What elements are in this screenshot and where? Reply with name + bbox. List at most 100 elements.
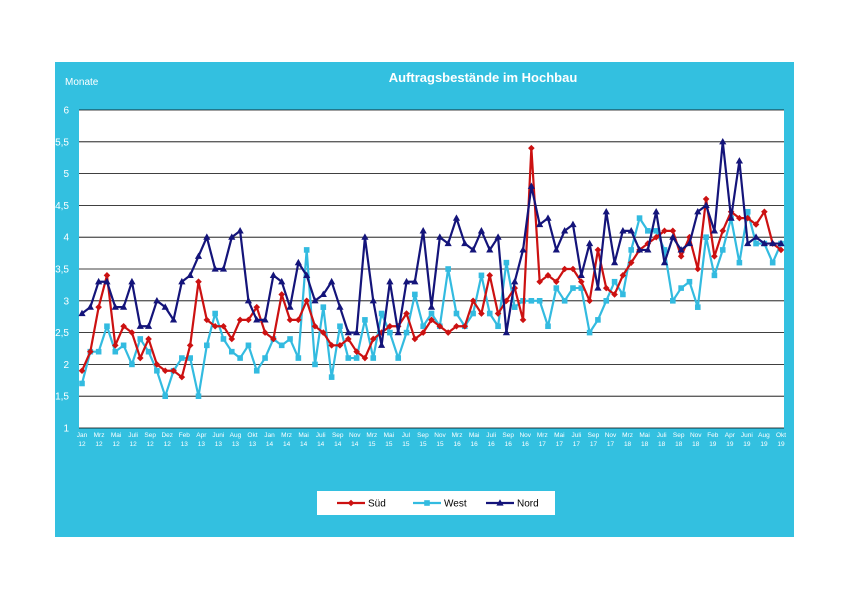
x-tick-year: 16 xyxy=(471,441,479,448)
data-point xyxy=(377,341,386,348)
data-point xyxy=(635,246,644,253)
data-point xyxy=(569,265,577,273)
data-point xyxy=(428,310,435,317)
data-point xyxy=(445,266,451,272)
x-tick-month: Sep xyxy=(144,432,156,439)
data-point xyxy=(212,310,218,317)
data-point xyxy=(603,298,610,304)
data-point xyxy=(428,316,435,324)
x-tick-month: Mai xyxy=(384,432,394,439)
data-point xyxy=(711,252,718,260)
data-point xyxy=(652,233,660,241)
data-point xyxy=(328,342,335,349)
x-tick-year: 13 xyxy=(198,441,206,448)
data-point xyxy=(627,227,635,234)
x-tick-month: Okt xyxy=(776,432,786,439)
data-point xyxy=(644,246,652,253)
x-tick-year: 14 xyxy=(317,441,325,448)
x-tick-month: Mrz xyxy=(452,432,463,439)
data-point xyxy=(736,214,743,222)
data-point xyxy=(278,291,286,298)
data-point xyxy=(661,247,668,253)
x-tick-month: Mrz xyxy=(366,432,377,439)
y-tick-label: 3 xyxy=(63,296,69,307)
data-point xyxy=(186,342,194,349)
data-point xyxy=(303,297,310,305)
data-point xyxy=(611,291,618,298)
x-tick-month: Aug xyxy=(230,432,242,439)
x-tick-month: Sep xyxy=(417,432,429,439)
data-point xyxy=(95,277,103,285)
data-point xyxy=(586,297,593,305)
y-tick-label: 2,5 xyxy=(55,328,69,339)
data-point xyxy=(403,329,410,336)
data-point xyxy=(137,336,144,342)
data-point xyxy=(719,227,727,235)
data-point xyxy=(552,246,560,253)
data-point xyxy=(519,316,527,324)
data-point xyxy=(278,342,285,349)
x-tick-year: 16 xyxy=(522,441,530,448)
data-point xyxy=(777,239,785,247)
data-point xyxy=(611,278,618,285)
x-tick-month: Juni xyxy=(212,432,224,439)
data-point xyxy=(362,317,368,323)
y-tick-label: 4,5 xyxy=(55,201,69,212)
data-point xyxy=(120,303,128,310)
data-point xyxy=(719,247,726,253)
data-point xyxy=(536,298,543,304)
x-tick-month: Juli xyxy=(572,432,582,439)
data-point xyxy=(769,239,777,247)
data-point xyxy=(112,348,119,355)
data-point xyxy=(86,303,94,310)
data-point xyxy=(561,265,568,273)
data-point xyxy=(478,310,485,317)
data-point xyxy=(245,342,252,349)
chart-frame: Monate Auftragsbestände im Hochbau 1 1,5 2… xyxy=(55,62,794,537)
x-tick-year: 17 xyxy=(590,441,598,448)
data-point xyxy=(120,342,127,349)
data-point xyxy=(370,355,377,361)
data-point xyxy=(236,316,244,324)
data-point xyxy=(294,258,302,266)
data-point xyxy=(103,277,111,285)
data-point xyxy=(536,278,543,286)
x-tick-year: 19 xyxy=(760,441,768,448)
x-tick-year: 19 xyxy=(777,441,785,448)
data-point xyxy=(528,298,535,304)
data-point xyxy=(311,322,319,330)
x-tick-month: Juli xyxy=(486,432,496,439)
x-tick-month: Dez xyxy=(161,432,173,439)
data-point xyxy=(452,214,461,221)
data-point xyxy=(527,182,535,189)
data-point xyxy=(694,265,702,273)
y-tick-label: 1,5 xyxy=(55,392,69,403)
data-point xyxy=(511,304,518,310)
data-point xyxy=(736,259,743,266)
data-point xyxy=(677,246,685,253)
x-tick-year: 12 xyxy=(164,441,172,448)
data-point xyxy=(361,354,369,362)
data-point xyxy=(336,342,344,349)
x-tick-month: Sep xyxy=(502,432,514,439)
data-point xyxy=(336,303,344,310)
data-point xyxy=(494,310,502,317)
x-tick-year: 13 xyxy=(232,441,240,448)
x-tick-month: Mrz xyxy=(94,432,105,439)
x-tick-year: 14 xyxy=(351,441,359,448)
data-point xyxy=(204,342,210,349)
data-point xyxy=(78,367,86,375)
x-tick-month: Sep xyxy=(332,432,344,439)
data-point xyxy=(320,304,327,310)
legend-label: Nord xyxy=(517,499,539,510)
data-point xyxy=(153,361,161,368)
y-tick-label: 2 xyxy=(63,360,69,371)
x-tick-year: 17 xyxy=(539,441,547,448)
data-point xyxy=(494,233,502,240)
legend-label: West xyxy=(444,499,467,510)
data-point xyxy=(128,277,136,285)
data-point xyxy=(220,322,227,330)
data-point xyxy=(203,316,211,324)
data-point xyxy=(719,138,727,145)
data-point xyxy=(270,335,277,343)
